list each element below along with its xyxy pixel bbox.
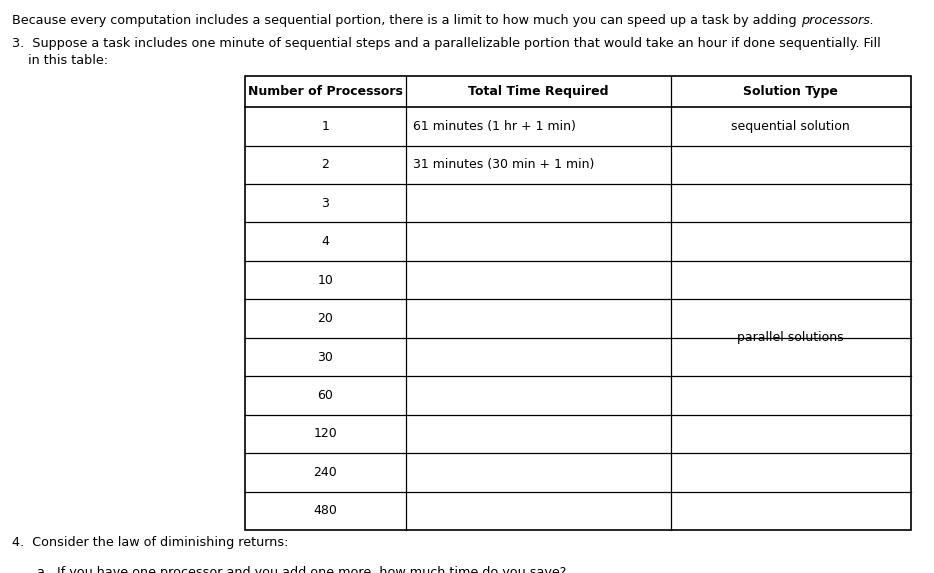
Text: 3.  Suppose a task includes one minute of sequential steps and a parallelizable : 3. Suppose a task includes one minute of…: [12, 37, 881, 50]
Text: Because every computation includes a sequential portion, there is a limit to how: Because every computation includes a seq…: [12, 14, 800, 28]
Text: in this table:: in this table:: [12, 54, 108, 68]
Text: Number of Processors: Number of Processors: [248, 85, 403, 98]
Text: 120: 120: [314, 427, 337, 441]
Text: a.  If you have one processor and you add one more, how much time do you save?: a. If you have one processor and you add…: [37, 566, 567, 573]
Text: 3: 3: [321, 197, 330, 210]
Text: 480: 480: [314, 504, 337, 517]
Text: Solution Type: Solution Type: [743, 85, 838, 98]
Text: 61 minutes (1 hr + 1 min): 61 minutes (1 hr + 1 min): [413, 120, 575, 133]
Text: 20: 20: [318, 312, 333, 325]
Text: 31 minutes (30 min + 1 min): 31 minutes (30 min + 1 min): [413, 158, 594, 171]
Text: Total Time Required: Total Time Required: [468, 85, 609, 98]
Text: 2: 2: [321, 158, 330, 171]
Text: 4: 4: [321, 235, 330, 248]
Text: sequential solution: sequential solution: [731, 120, 850, 133]
Text: 10: 10: [318, 274, 333, 286]
Text: 60: 60: [318, 389, 333, 402]
Text: parallel solutions: parallel solutions: [737, 331, 844, 344]
Bar: [245, 76, 911, 530]
Text: 1: 1: [321, 120, 330, 133]
Text: 30: 30: [318, 351, 333, 363]
Text: 4.  Consider the law of diminishing returns:: 4. Consider the law of diminishing retur…: [12, 536, 289, 549]
Text: 240: 240: [314, 466, 337, 479]
Text: processors.: processors.: [800, 14, 873, 28]
